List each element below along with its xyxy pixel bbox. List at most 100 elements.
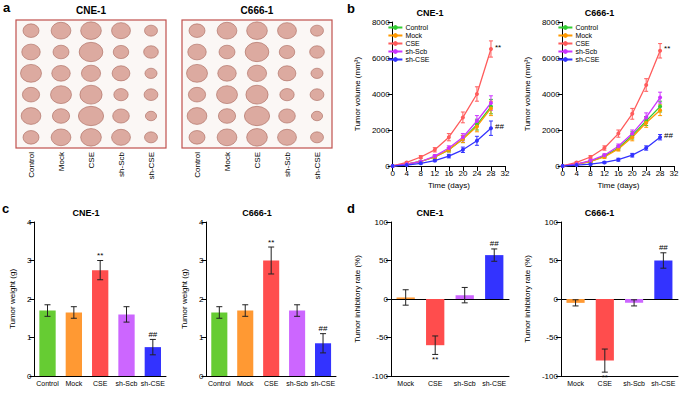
svg-text:4: 4: [574, 169, 579, 178]
svg-text:sh-CSE: sh-CSE: [147, 152, 156, 180]
svg-text:**: **: [495, 43, 501, 52]
svg-text:0: 0: [560, 169, 565, 178]
svg-text:Mock: Mock: [57, 151, 66, 171]
svg-text:b: b: [347, 1, 355, 16]
svg-text:Time (days): Time (days): [428, 181, 470, 190]
svg-text:sh-CSE: sh-CSE: [141, 380, 165, 387]
svg-text:##: ##: [148, 330, 157, 339]
svg-text:Control: Control: [36, 380, 59, 387]
svg-text:12: 12: [430, 169, 439, 178]
svg-text:##: ##: [319, 324, 328, 333]
svg-text:2000: 2000: [372, 126, 390, 135]
svg-text:20: 20: [458, 169, 467, 178]
svg-text:Control: Control: [27, 152, 36, 178]
svg-text:CSE: CSE: [428, 380, 443, 387]
svg-text:sh-CSE: sh-CSE: [575, 56, 599, 63]
svg-text:sh-Scb: sh-Scb: [283, 151, 292, 176]
svg-text:##: ##: [659, 243, 668, 252]
svg-text:sh-CSE: sh-CSE: [651, 380, 675, 387]
svg-text:-50: -50: [546, 333, 558, 342]
svg-text:Tumor weight (g): Tumor weight (g): [180, 269, 189, 330]
svg-text:CNE-1: CNE-1: [416, 8, 443, 18]
svg-text:Control: Control: [575, 24, 598, 31]
svg-text:6000: 6000: [542, 54, 560, 63]
svg-text:Tumor inhibitory rate (%): Tumor inhibitory rate (%): [353, 255, 362, 343]
svg-text:0: 0: [383, 295, 388, 304]
svg-text:**: **: [268, 238, 274, 247]
svg-text:CSE: CSE: [575, 40, 590, 47]
svg-text:c: c: [2, 201, 9, 216]
svg-text:sh-CSE: sh-CSE: [313, 152, 322, 180]
svg-text:8000: 8000: [542, 18, 560, 27]
svg-text:0: 0: [27, 372, 32, 381]
svg-text:sh-CSE: sh-CSE: [405, 56, 429, 63]
svg-text:sh-CSE: sh-CSE: [311, 380, 335, 387]
svg-text:CNE-1: CNE-1: [76, 5, 106, 16]
svg-text:1: 1: [27, 333, 32, 342]
svg-text:4: 4: [199, 218, 204, 227]
svg-text:8000: 8000: [372, 18, 390, 27]
svg-text:Mock: Mock: [223, 151, 232, 171]
svg-text:16: 16: [444, 169, 453, 178]
svg-text:C666-1: C666-1: [242, 208, 272, 218]
svg-text:Tumor inhibitory rate (%): Tumor inhibitory rate (%): [523, 255, 532, 343]
svg-text:12: 12: [600, 169, 609, 178]
svg-text:CSE: CSE: [405, 40, 420, 47]
svg-text:24: 24: [642, 169, 651, 178]
svg-text:CNE-1: CNE-1: [416, 208, 443, 218]
svg-text:Tumor volume (mm³): Tumor volume (mm³): [523, 56, 532, 131]
svg-text:**: **: [602, 373, 608, 382]
svg-text:-100: -100: [542, 372, 559, 381]
svg-text:CSE: CSE: [93, 380, 108, 387]
svg-text:C666-1: C666-1: [241, 5, 274, 16]
svg-text:Time (days): Time (days): [597, 181, 639, 190]
svg-text:sh-Scb: sh-Scb: [575, 48, 597, 55]
svg-text:24: 24: [472, 169, 481, 178]
svg-text:50: 50: [549, 256, 558, 265]
svg-text:-100: -100: [372, 372, 389, 381]
svg-text:CNE-1: CNE-1: [72, 208, 99, 218]
svg-text:32: 32: [670, 169, 679, 178]
svg-text:CSE: CSE: [264, 380, 279, 387]
svg-text:1: 1: [199, 333, 204, 342]
svg-text:28: 28: [487, 169, 496, 178]
svg-text:Control: Control: [208, 380, 231, 387]
svg-text:100: 100: [375, 218, 389, 227]
svg-text:**: **: [97, 251, 103, 260]
svg-text:sh-Scb: sh-Scb: [117, 151, 126, 176]
svg-text:3: 3: [199, 256, 204, 265]
svg-text:Control: Control: [193, 152, 202, 178]
svg-text:16: 16: [614, 169, 623, 178]
svg-text:4000: 4000: [542, 90, 560, 99]
svg-text:Control: Control: [405, 24, 428, 31]
svg-text:8: 8: [419, 169, 424, 178]
svg-text:d: d: [347, 201, 355, 216]
svg-text:50: 50: [379, 256, 388, 265]
svg-text:Tumor weight (g): Tumor weight (g): [8, 269, 17, 330]
svg-text:CSE: CSE: [253, 152, 262, 168]
svg-text:20: 20: [628, 169, 637, 178]
svg-text:0: 0: [199, 372, 204, 381]
svg-text:Mock: Mock: [575, 32, 592, 39]
svg-text:a: a: [3, 0, 11, 15]
svg-text:sh-Scb: sh-Scb: [623, 380, 645, 387]
svg-text:sh-CSE: sh-CSE: [482, 380, 506, 387]
svg-text:0: 0: [553, 295, 558, 304]
svg-text:4: 4: [27, 218, 32, 227]
svg-text:4: 4: [405, 169, 410, 178]
svg-text:##: ##: [664, 131, 673, 140]
svg-text:CSE: CSE: [87, 152, 96, 168]
svg-text:6000: 6000: [372, 54, 390, 63]
svg-text:**: **: [432, 355, 438, 364]
svg-text:Mock: Mock: [237, 380, 254, 387]
svg-text:-50: -50: [376, 333, 388, 342]
svg-text:4000: 4000: [372, 90, 390, 99]
svg-text:sh-Scb: sh-Scb: [116, 380, 138, 387]
svg-text:C666-1: C666-1: [585, 208, 615, 218]
svg-text:##: ##: [495, 122, 504, 131]
svg-text:Tumor volume (mm³): Tumor volume (mm³): [353, 56, 362, 131]
svg-text:100: 100: [545, 218, 559, 227]
svg-text:Mock: Mock: [65, 380, 82, 387]
svg-text:**: **: [664, 44, 670, 53]
svg-text:8: 8: [588, 169, 593, 178]
